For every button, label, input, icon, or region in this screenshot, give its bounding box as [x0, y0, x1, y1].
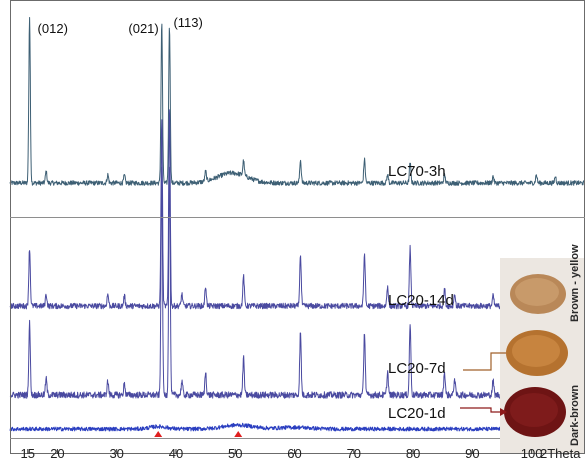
powder-dark-brown-highlight	[510, 393, 558, 427]
photo-label-bottom: Dark-brown	[569, 385, 581, 446]
x-axis-ticks: 15 20 30 40 50 60 70 80 90 100	[21, 446, 543, 461]
series-label-lc20-1d: LC20-1d	[388, 405, 446, 422]
peak-label-2: (113)	[173, 15, 202, 30]
leader-arrow-lc20-1d	[500, 408, 507, 416]
peak-labels: (012) (021) (113)	[38, 15, 203, 36]
x-tick-label-70: 70	[347, 446, 361, 461]
powder-brown-highlight	[512, 335, 560, 367]
x-tick-label-60: 60	[287, 446, 301, 461]
x-tick-label-80: 80	[406, 446, 420, 461]
trace-lc20-7d	[9, 166, 501, 399]
photo-label-top: Brown - yellow	[569, 244, 581, 322]
trace-lc70-3h	[9, 17, 585, 186]
x-tick-label-40: 40	[169, 446, 183, 461]
x-tick-label-15: 15	[21, 446, 35, 461]
x-tick-label-90: 90	[465, 446, 479, 461]
trace-lc20-1d	[9, 422, 501, 432]
trace-lc20-14d	[9, 109, 501, 310]
series-label-lc20-7d: LC20-7d	[388, 360, 446, 377]
x-axis-label: 2Theta	[540, 446, 581, 461]
x-tick-label-30: 30	[109, 446, 123, 461]
series-label-lc70-3h: LC70-3h	[388, 163, 446, 180]
powder-brown-yellow-highlight	[515, 278, 559, 306]
sample-photo: Brown - yellow Dark-brown	[500, 244, 585, 453]
peak-label-1: (021)	[128, 21, 158, 36]
peak-marker-0	[154, 431, 163, 437]
x-tick-label-50: 50	[228, 446, 242, 461]
series-traces	[9, 17, 585, 432]
series-label-lc20-14d: LC20-14d	[388, 292, 454, 309]
peak-marker-1	[234, 431, 243, 437]
peak-label-0: (012)	[38, 21, 68, 36]
peak-markers	[154, 431, 243, 437]
x-tick-label-100: 100	[521, 446, 543, 461]
leader-line-lc20-7d	[463, 352, 506, 371]
leader-line-lc20-1d	[460, 407, 500, 413]
x-tick-label-20: 20	[50, 446, 64, 461]
